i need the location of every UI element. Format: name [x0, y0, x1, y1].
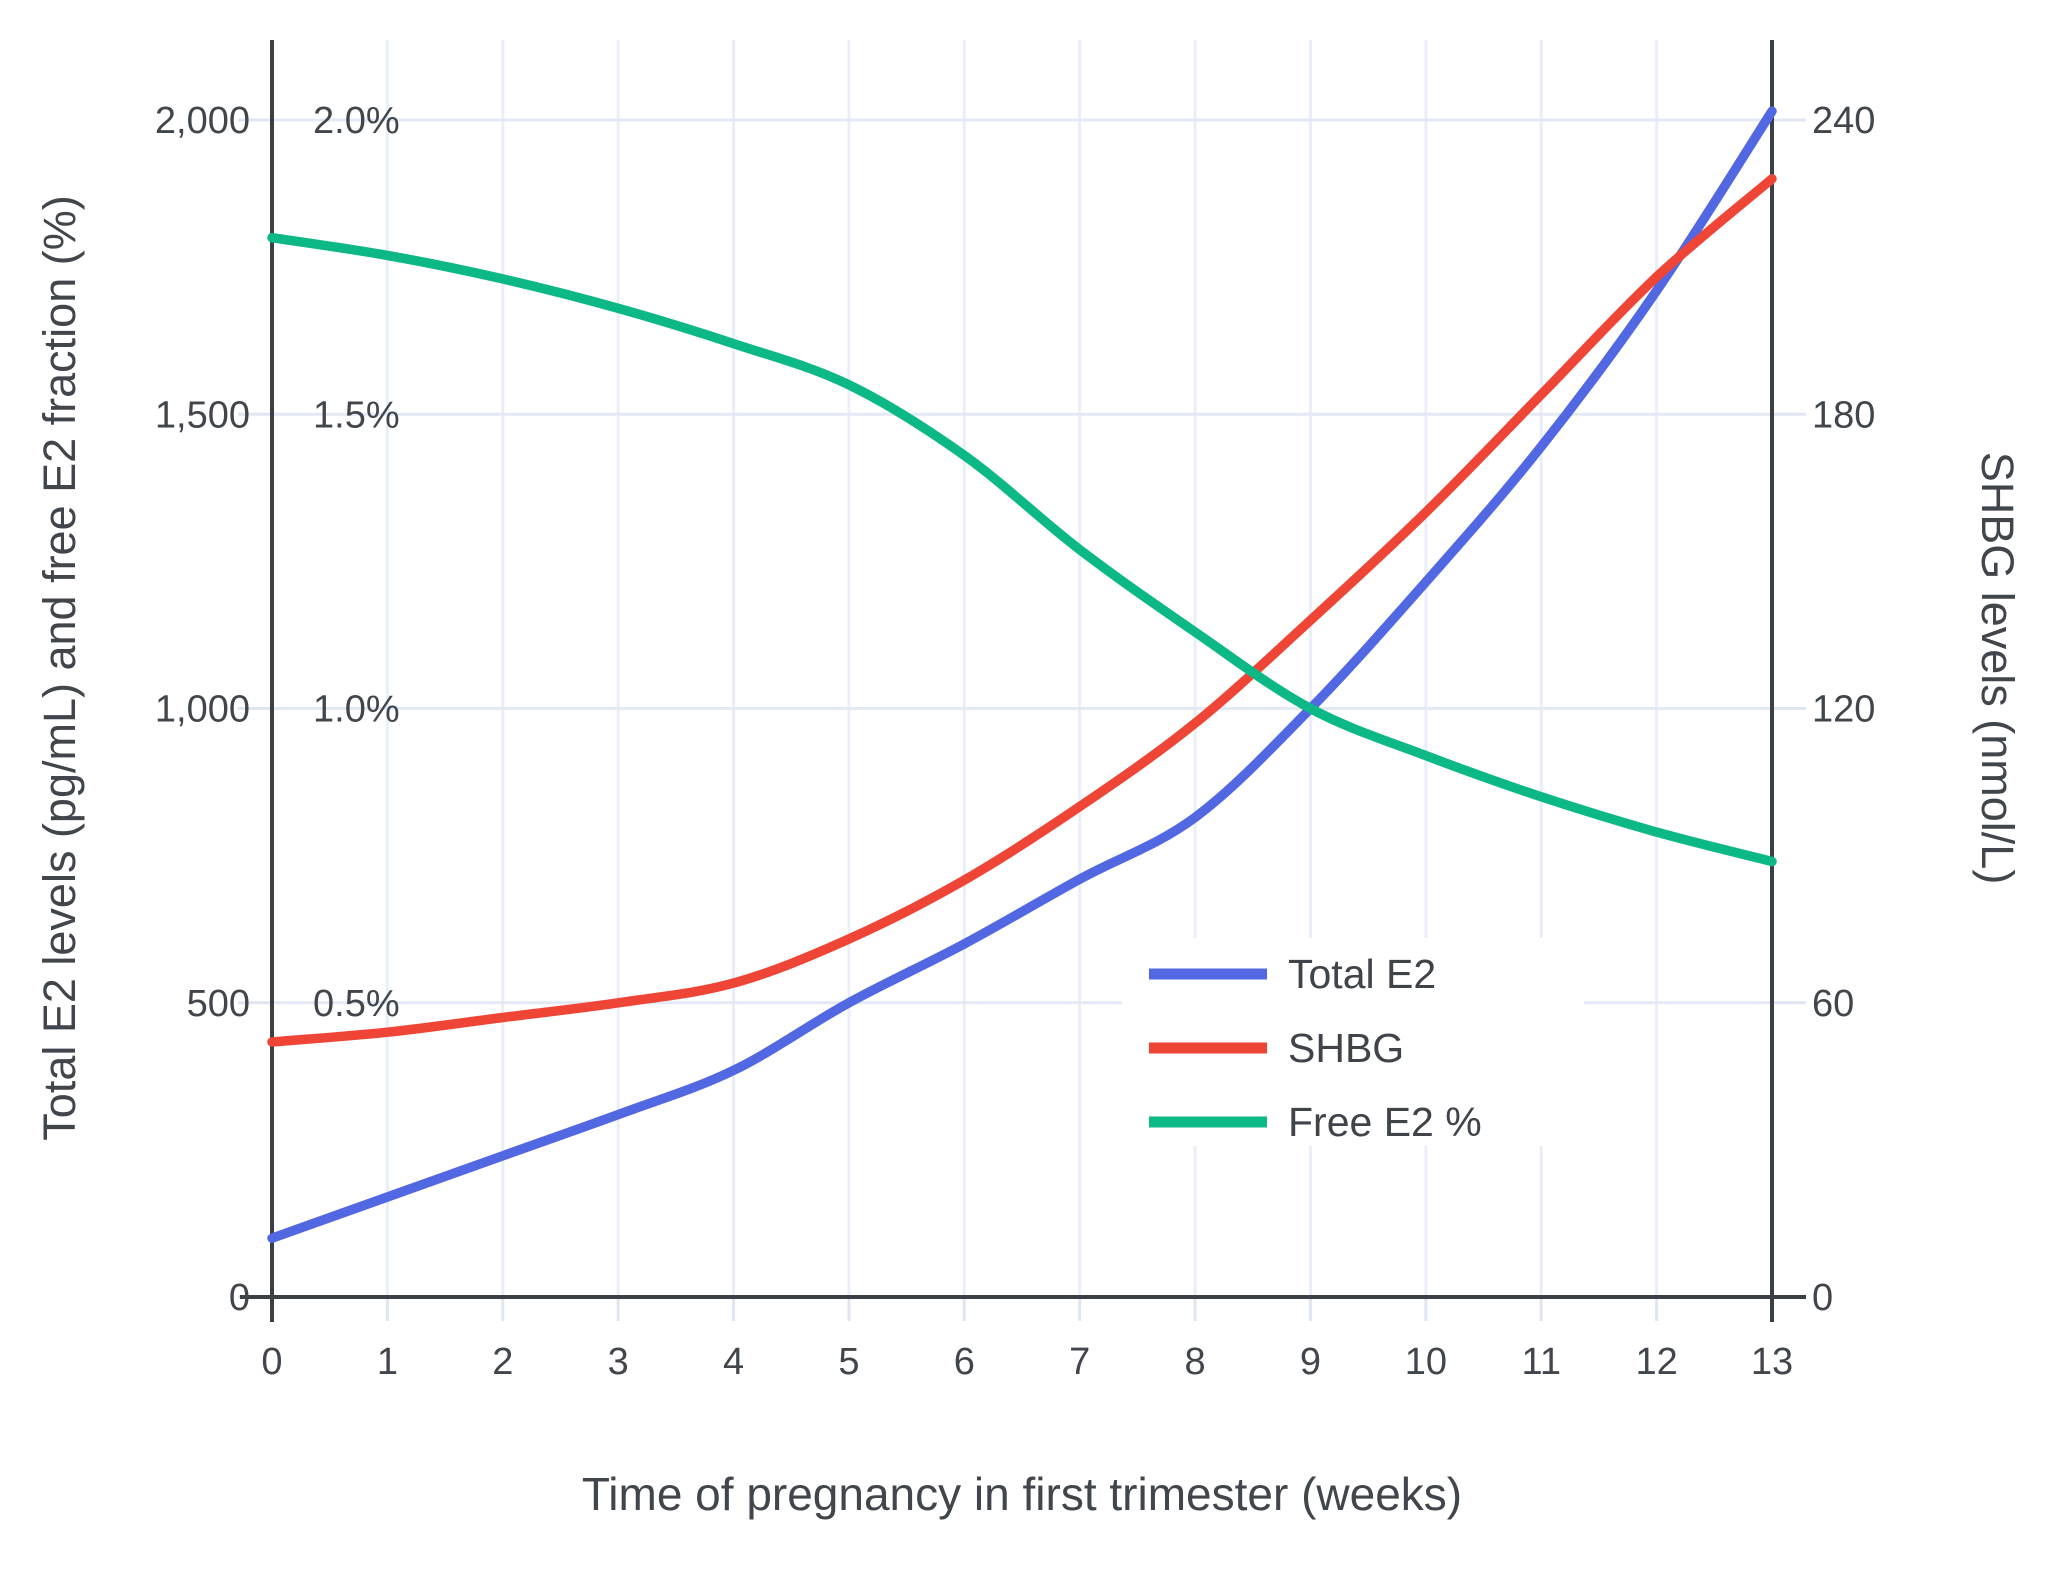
- left-y-tick-label: 500: [187, 983, 250, 1025]
- series-line-free-e2: [267, 232, 1777, 867]
- right-y-tick-label: 180: [1812, 394, 1875, 436]
- x-tick-label: 10: [1405, 1341, 1447, 1383]
- axis-layer: [240, 40, 1806, 1322]
- series-layer: [267, 106, 1777, 1243]
- legend: Total E2 SHBG Free E2 %: [1122, 938, 1584, 1146]
- x-tick-label: 6: [954, 1341, 975, 1383]
- x-axis-title: Time of pregnancy in first trimester (we…: [582, 1468, 1462, 1520]
- x-tick-label: 9: [1300, 1341, 1321, 1383]
- right-y-axis-title: SHBG levels (nmol/L): [1972, 452, 2023, 885]
- legend-label-3: Free E2 %: [1288, 1099, 1482, 1145]
- right-y-tick-label: 240: [1812, 100, 1875, 142]
- x-tick-label: 11: [1522, 1341, 1561, 1383]
- x-tick-label: 1: [377, 1341, 398, 1383]
- x-tick-label: 13: [1751, 1341, 1793, 1383]
- x-tick-label: 8: [1185, 1341, 1206, 1383]
- left-y-tick-label: 1,500: [155, 394, 250, 436]
- left-y-tick-label: 2,000: [155, 100, 250, 142]
- left-y-tick-label: 1,000: [155, 689, 250, 731]
- right-y-tick-label: 60: [1812, 983, 1854, 1025]
- series-line-total-e2: [267, 106, 1777, 1243]
- right-y-tick-label: 0: [1812, 1277, 1833, 1319]
- x-tick-label: 12: [1635, 1341, 1677, 1383]
- x-tick-label: 0: [261, 1341, 282, 1383]
- left-y-axis-title: Total E2 levels (pg/mL) and free E2 frac…: [34, 195, 85, 1140]
- legend-label-2: SHBG: [1288, 1025, 1404, 1071]
- x-tick-label: 7: [1069, 1341, 1090, 1383]
- x-tick-label: 5: [838, 1341, 859, 1383]
- label-layer: 05001,0001,5002,0000.5%1.0%1.5%2.0%06012…: [155, 100, 1876, 1383]
- x-tick-label: 2: [492, 1341, 513, 1383]
- legend-label-1: Total E2: [1288, 951, 1436, 997]
- right-y-tick-label: 120: [1812, 689, 1875, 731]
- x-tick-label: 4: [723, 1341, 744, 1383]
- series-line-shbg: [267, 174, 1777, 1047]
- left-y-tick-label: 0: [229, 1277, 250, 1319]
- percent-tick-label: 2.0%: [313, 100, 400, 142]
- x-tick-label: 3: [608, 1341, 629, 1383]
- percent-tick-label: 1.0%: [313, 689, 400, 731]
- percent-tick-label: 0.5%: [313, 983, 400, 1025]
- percent-tick-label: 1.5%: [313, 394, 400, 436]
